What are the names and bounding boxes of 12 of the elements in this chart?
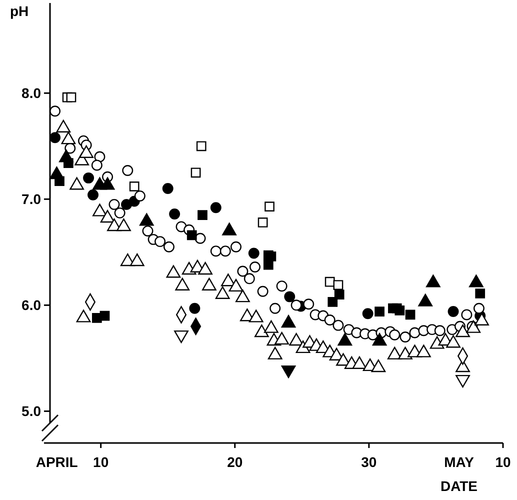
x-axis-title: DATE [440,478,478,494]
x-tick-label: 30 [361,454,377,470]
y-tick-label: 5.0 [22,403,42,420]
text: APRIL [36,454,78,470]
x-tick-label: 20 [227,454,243,470]
y-tick-label: 6.0 [22,297,42,314]
y-tick-label: 7.0 [22,191,42,208]
y-tick-label: 8.0 [22,85,42,102]
y-axis-title: pH [10,3,29,19]
x-tick-label: 10 [93,454,109,470]
x-tick-label: 10 [495,454,511,470]
text: MAY [444,454,475,470]
